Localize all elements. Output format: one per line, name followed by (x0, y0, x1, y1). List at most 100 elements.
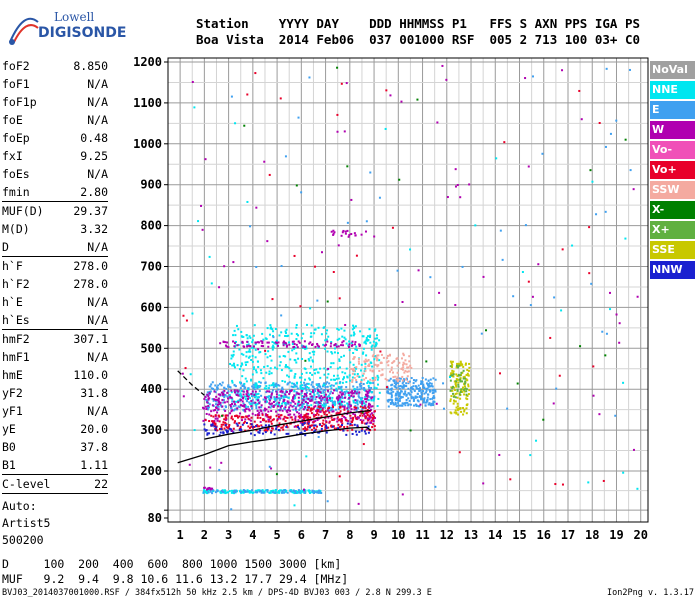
echo-point-e (328, 409, 331, 412)
echo-point-nne (300, 337, 303, 340)
echo-point-ssw (407, 366, 410, 369)
echo-point-e (420, 398, 423, 401)
echo-point-nne (275, 385, 278, 388)
echo-point-x (449, 389, 452, 392)
x-tick-label: 13 (464, 528, 478, 542)
echo-point-nne (346, 376, 349, 379)
x-tick-label: 19 (609, 528, 623, 542)
echo-point-e (397, 381, 400, 384)
echo-point-nne (359, 369, 362, 372)
echo-point-nne (277, 490, 280, 493)
echo-point-x (460, 388, 463, 391)
y-tick-label: 800 (140, 219, 162, 233)
echo-point-e (222, 401, 225, 404)
echo-point-vo (598, 121, 601, 124)
echo-point-w (350, 394, 353, 397)
echo-point-x (516, 382, 519, 385)
echo-point-e (601, 330, 604, 333)
y-tick-label: 1000 (133, 137, 162, 151)
echo-point-w (259, 409, 262, 412)
echo-point-nne (363, 402, 366, 405)
echo-point-sse (468, 366, 471, 369)
echo-point-nne (636, 487, 639, 490)
plot-frame (167, 57, 649, 523)
echo-point-nne (299, 492, 302, 495)
echo-point-x (336, 66, 339, 69)
echo-point-w (286, 400, 289, 403)
echo-point-nne (372, 340, 375, 343)
echo-point-w (456, 184, 459, 187)
echo-point-e (266, 489, 269, 492)
echo-point-nne (248, 348, 251, 351)
echo-point-ssw (371, 379, 374, 382)
echo-point-nne (240, 352, 243, 355)
echo-point-vo (499, 372, 502, 375)
echo-point-e (430, 402, 433, 405)
echo-point-nnw (363, 430, 366, 433)
echo-point-nne (305, 371, 308, 374)
echo-point-nne (342, 378, 345, 381)
echo-point-e (262, 491, 265, 494)
echo-point-nne (352, 401, 355, 404)
y-tick-label: 400 (140, 382, 162, 396)
param-value: 110.0 (73, 368, 108, 382)
echo-point-nne (295, 361, 298, 364)
echo-point-vo (304, 426, 307, 429)
echo-point-ssw (396, 376, 399, 379)
echo-point-w (366, 394, 369, 397)
echo-point-nne (274, 489, 277, 492)
echo-point-e (314, 402, 317, 405)
echo-point-w (289, 413, 292, 416)
echo-point-e (309, 395, 312, 398)
echo-point-e (233, 489, 236, 492)
echo-point-w (361, 400, 364, 403)
autoscaling-label: Auto: (2, 499, 37, 513)
echo-point-nne (285, 489, 288, 492)
echo-point-w (367, 404, 370, 407)
echo-point-w (214, 417, 217, 420)
echo-point-nne (295, 382, 298, 385)
echo-point-sse (449, 360, 452, 363)
echo-point-e (249, 225, 252, 228)
y-tick-label: 900 (140, 178, 162, 192)
echo-point-w (296, 411, 299, 414)
echo-point-e (555, 387, 558, 390)
echo-point-nne (311, 373, 314, 376)
echo-point-nne (319, 376, 322, 379)
echo-point-w (366, 391, 369, 394)
echo-point-vo (282, 418, 285, 421)
echo-point-w (282, 400, 285, 403)
echo-point-e (280, 388, 283, 391)
echo-point-e (398, 395, 401, 398)
echo-point-w (203, 397, 206, 400)
echo-point-w (332, 229, 335, 232)
muf-table-muf-row: MUF 9.2 9.4 9.8 10.6 11.6 13.2 17.7 29.4… (2, 572, 349, 586)
echo-point-w (253, 393, 256, 396)
echo-point-nne (294, 359, 297, 362)
echo-point-x (464, 387, 467, 390)
echo-point-nne (269, 324, 272, 327)
echo-point-nnw (232, 431, 235, 434)
echo-point-w (239, 412, 242, 415)
echo-point-vo (265, 427, 268, 430)
echo-point-e (232, 491, 235, 494)
echo-point-vo (278, 415, 281, 418)
echo-point-w (436, 121, 439, 124)
echo-point-e (389, 392, 392, 395)
echo-point-w (227, 397, 230, 400)
echo-point-vo (321, 409, 324, 412)
echo-point-w (341, 341, 344, 344)
echo-point-w (306, 402, 309, 405)
echo-point-w (261, 342, 264, 345)
echo-point-nne (352, 399, 355, 402)
echo-point-e (253, 386, 256, 389)
echo-point-w (275, 393, 278, 396)
echo-point-x (457, 385, 460, 388)
echo-point-e (340, 390, 343, 393)
echo-point-e (337, 408, 340, 411)
echo-point-vo (324, 416, 327, 419)
echo-point-w (314, 405, 317, 408)
echo-point-nne (305, 455, 308, 458)
echo-point-w (363, 405, 366, 408)
param-row-yf1: yF1 N/A (2, 402, 108, 420)
